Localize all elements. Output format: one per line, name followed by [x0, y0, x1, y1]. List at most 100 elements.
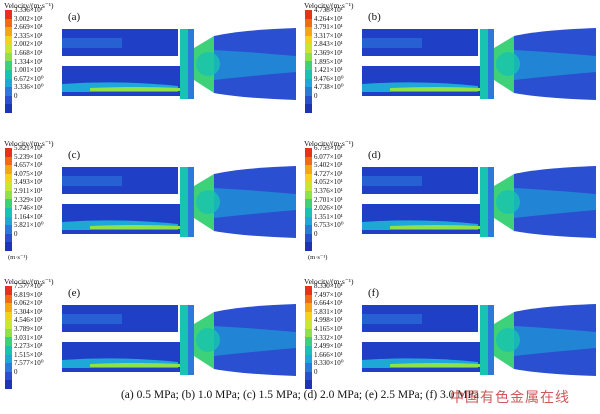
colorbar-swatch	[305, 27, 312, 36]
colorbar-swatch	[305, 286, 312, 295]
velocity-contour-plot	[362, 166, 596, 238]
colorbar-swatch	[305, 165, 312, 174]
colorbar-swatch	[305, 182, 312, 191]
chamber-core-flow	[514, 50, 596, 80]
colorbar-ticks: 6.753×10¹ 6.077×10¹ 5.402×10¹ 4.727×10¹ 4.05…	[314, 144, 344, 238]
colorbar-swatch	[5, 320, 12, 329]
colorbar-swatch	[305, 95, 312, 105]
watermark: 中国有色金属在线	[450, 390, 570, 406]
colorbar-swatch	[5, 242, 12, 251]
colorbar	[305, 148, 312, 251]
colorbar-swatch	[5, 44, 12, 53]
nozzle-column	[180, 29, 188, 99]
contour-panel-d: Velocity/(m·s⁻¹) 6.753×10¹ 6.077×10¹ 5.402…	[300, 138, 600, 276]
colorbar-title: Velocity/(m·s⁻¹)	[304, 277, 354, 286]
nozzle-column	[180, 167, 188, 237]
colorbar-swatch	[5, 363, 12, 372]
colorbar-swatch	[5, 35, 12, 45]
colorbar-title: Velocity/(m·s⁻¹)	[304, 139, 354, 148]
colorbar-swatch	[5, 311, 12, 321]
colorbar-swatch	[305, 371, 312, 381]
colorbar-swatch	[305, 35, 312, 45]
contour-panel-f: Velocity/(m·s⁻¹) 8.330×10¹ 7.497×10¹ 6.664…	[300, 276, 600, 414]
upper-channel-flow	[62, 38, 122, 48]
colorbar-ticks: 3.336×10¹ 3.002×10¹ 2.669×10¹ 2.335×10¹ 2.00…	[14, 6, 44, 100]
colorbar-title: Velocity/(m·s⁻¹)	[4, 277, 54, 286]
nozzle-wall	[488, 305, 494, 375]
colorbar-swatch	[305, 380, 312, 389]
colorbar-swatch	[305, 173, 312, 183]
velocity-contour-plot	[62, 166, 296, 238]
lower-channel-jet-core	[90, 225, 180, 229]
upper-channel-flow	[62, 176, 122, 186]
velocity-contour-plot	[62, 28, 296, 100]
colorbar	[305, 286, 312, 389]
colorbar-swatch	[5, 294, 12, 304]
nozzle-wall	[188, 29, 194, 99]
colorbar-swatch	[305, 61, 312, 71]
colorbar-swatch	[305, 225, 312, 234]
chamber-core-flow	[214, 326, 296, 356]
panel-label: (d)	[368, 149, 381, 161]
nozzle-wall	[488, 29, 494, 99]
colorbar-swatch	[5, 104, 12, 113]
colorbar-swatch	[305, 328, 312, 338]
colorbar-swatch	[5, 87, 12, 96]
colorbar-swatch	[5, 286, 12, 295]
colorbar-swatch	[5, 18, 12, 28]
colorbar-swatch	[5, 225, 12, 234]
chamber-core-flow	[514, 326, 596, 356]
colorbar-swatch	[305, 87, 312, 96]
colorbar-swatch	[305, 337, 312, 347]
colorbar-swatch	[305, 320, 312, 329]
colorbar-swatch	[5, 233, 12, 243]
colorbar-ticks: 7.577×10¹ 6.819×10¹ 6.062×10¹ 5.304×10¹ 4.54…	[14, 282, 44, 376]
colorbar-swatch	[305, 10, 312, 19]
colorbar-swatch	[5, 371, 12, 381]
lower-channel-jet-core	[390, 87, 480, 91]
lower-channel-jet-core	[90, 363, 180, 367]
vortex-region	[196, 52, 220, 76]
vortex-region	[196, 190, 220, 214]
colorbar-unit: (m·s⁻¹)	[8, 254, 28, 261]
vortex-region	[196, 328, 220, 352]
nozzle-column	[480, 305, 488, 375]
colorbar-swatch	[5, 61, 12, 71]
nozzle-column	[180, 305, 188, 375]
colorbar-swatch	[305, 233, 312, 243]
colorbar-swatch	[5, 165, 12, 174]
colorbar-swatch	[305, 148, 312, 157]
colorbar-swatch	[305, 216, 312, 226]
upper-channel-flow	[362, 38, 422, 48]
colorbar-swatch	[305, 52, 312, 62]
colorbar	[5, 10, 12, 113]
colorbar-swatch	[5, 78, 12, 88]
nozzle-wall	[488, 167, 494, 237]
colorbar-ticks: 8.330×10¹ 7.497×10¹ 6.664×10¹ 5.831×10¹ 4.99…	[314, 282, 344, 376]
upper-channel-flow	[362, 314, 422, 324]
colorbar-swatch	[305, 44, 312, 53]
colorbar-swatch	[305, 294, 312, 304]
vortex-region	[496, 328, 520, 352]
colorbar-swatch	[305, 346, 312, 355]
colorbar-swatch	[305, 303, 312, 312]
colorbar	[5, 148, 12, 251]
colorbar-swatch	[5, 303, 12, 312]
velocity-contour-plot	[362, 28, 596, 100]
panel-label: (c)	[68, 149, 81, 161]
lower-channel-jet-core	[390, 363, 480, 367]
upper-channel-flow	[362, 176, 422, 186]
velocity-contour-plot	[62, 304, 296, 376]
colorbar-swatch	[305, 78, 312, 88]
colorbar-swatch	[5, 52, 12, 62]
colorbar-swatch	[5, 190, 12, 200]
nozzle-wall	[188, 305, 194, 375]
colorbar-swatch	[5, 173, 12, 183]
chamber-core-flow	[214, 50, 296, 80]
chamber-core-flow	[514, 188, 596, 218]
colorbar-swatch	[305, 242, 312, 251]
panel-label: (f)	[368, 287, 379, 299]
colorbar-swatch	[305, 104, 312, 113]
nozzle-wall	[188, 167, 194, 237]
nozzle-column	[480, 29, 488, 99]
